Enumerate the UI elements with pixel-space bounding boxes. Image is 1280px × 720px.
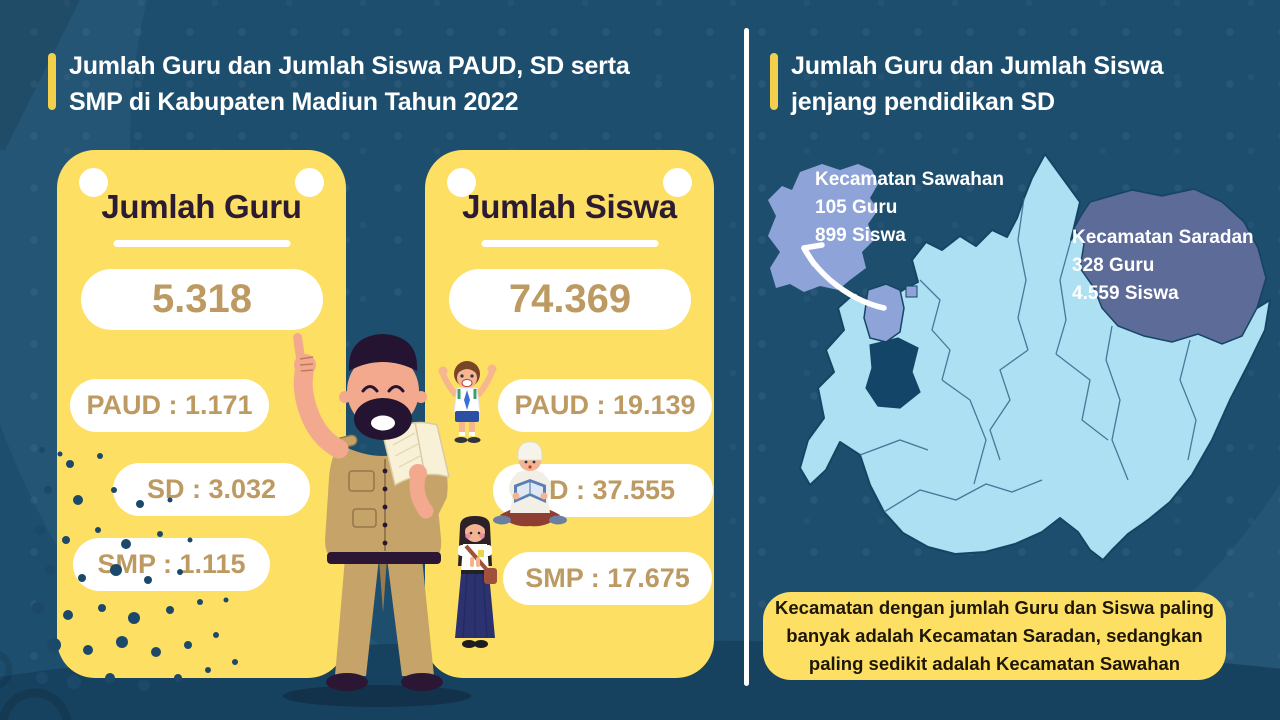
map-sawahan-enlarged <box>768 164 878 292</box>
saradan-map-label: Kecamatan Saradan 328 Guru 4.559 Siswa <box>1072 224 1254 308</box>
left-panel-header: Jumlah Guru dan Jumlah Siswa PAUD, SD se… <box>48 48 630 120</box>
map-district-sawahan <box>863 283 905 343</box>
pin-circle-icon <box>79 168 108 197</box>
corner-rings-decoration <box>0 651 72 720</box>
pin-circle-icon <box>663 168 692 197</box>
sawahan-name: Kecamatan Sawahan <box>815 169 1005 190</box>
boy-cheering-illustration <box>438 361 497 443</box>
pin-circle-icon <box>295 168 324 197</box>
siswa-card-title: Jumlah Siswa <box>462 188 677 225</box>
left-panel-title: Jumlah Guru dan Jumlah Siswa PAUD, SD se… <box>69 48 630 120</box>
right-title-line2: jenjang pendidikan SD <box>791 88 1055 116</box>
map-district-dark <box>865 337 921 409</box>
pin-circle-icon <box>447 168 476 197</box>
polka-dots-decoration <box>32 447 238 691</box>
corner-shade-decoration <box>0 0 80 150</box>
guru-paud-value: PAUD : 1.171 <box>70 379 269 432</box>
boy-reading-illustration <box>493 441 567 527</box>
siswa-smp-value: SMP : 17.675 <box>503 552 712 605</box>
saradan-guru-count: 328 Guru <box>1072 255 1155 276</box>
saradan-name: Kecamatan Saradan <box>1072 227 1254 248</box>
siswa-total-value: 74.369 <box>449 269 691 330</box>
guru-stat-card: Jumlah Guru 5.318 PAUD : 1.171 SD : 3.03… <box>57 150 346 678</box>
sawahan-map-label: Kecamatan Sawahan 105 Guru 899 Siswa <box>815 166 1004 250</box>
right-title-line1: Jumlah Guru dan Jumlah Siswa <box>791 52 1164 80</box>
sawahan-siswa-count: 899 Siswa <box>815 225 906 246</box>
section-divider <box>744 28 749 686</box>
guru-smp-value: SMP : 1.115 <box>73 538 270 591</box>
title-underline <box>113 240 290 247</box>
guru-total-value: 5.318 <box>81 269 323 330</box>
left-title-line2: SMP di Kabupaten Madiun Tahun 2022 <box>69 88 519 116</box>
sling-bag-icon <box>484 568 497 584</box>
curved-arrow-icon <box>801 242 887 311</box>
note-line3: paling sedikit adalah Kecamatan Sawahan <box>808 653 1181 674</box>
title-underline <box>481 240 658 247</box>
right-panel-title: Jumlah Guru dan Jumlah Siswa jenjang pen… <box>791 48 1163 120</box>
left-title-line1: Jumlah Guru dan Jumlah Siswa PAUD, SD se… <box>69 52 630 80</box>
map-district-saradan <box>1073 188 1267 345</box>
note-line1: Kecamatan dengan jumlah Guru dan Siswa p… <box>775 597 1214 618</box>
open-book-icon <box>382 421 451 487</box>
peci-cap-icon <box>348 334 418 371</box>
prayer-cap-icon <box>517 441 543 461</box>
guru-sd-value: SD : 3.032 <box>113 463 310 516</box>
teacher-illustration <box>283 333 471 707</box>
girl-student-illustration <box>455 516 497 648</box>
saradan-siswa-count: 4.559 Siswa <box>1072 283 1179 304</box>
accent-bar <box>770 53 778 110</box>
accent-bar <box>48 53 56 110</box>
guru-card-title: Jumlah Guru <box>101 188 302 225</box>
note-line2: banyak adalah Kecamatan Saradan, sedangk… <box>786 625 1203 646</box>
madiun-district-map <box>768 153 1271 561</box>
right-panel-header: Jumlah Guru dan Jumlah Siswa jenjang pen… <box>770 48 1163 120</box>
sawahan-guru-count: 105 Guru <box>815 197 898 218</box>
siswa-paud-value: PAUD : 19.139 <box>498 379 712 432</box>
conclusion-note-box: Kecamatan dengan jumlah Guru dan Siswa p… <box>763 592 1226 680</box>
